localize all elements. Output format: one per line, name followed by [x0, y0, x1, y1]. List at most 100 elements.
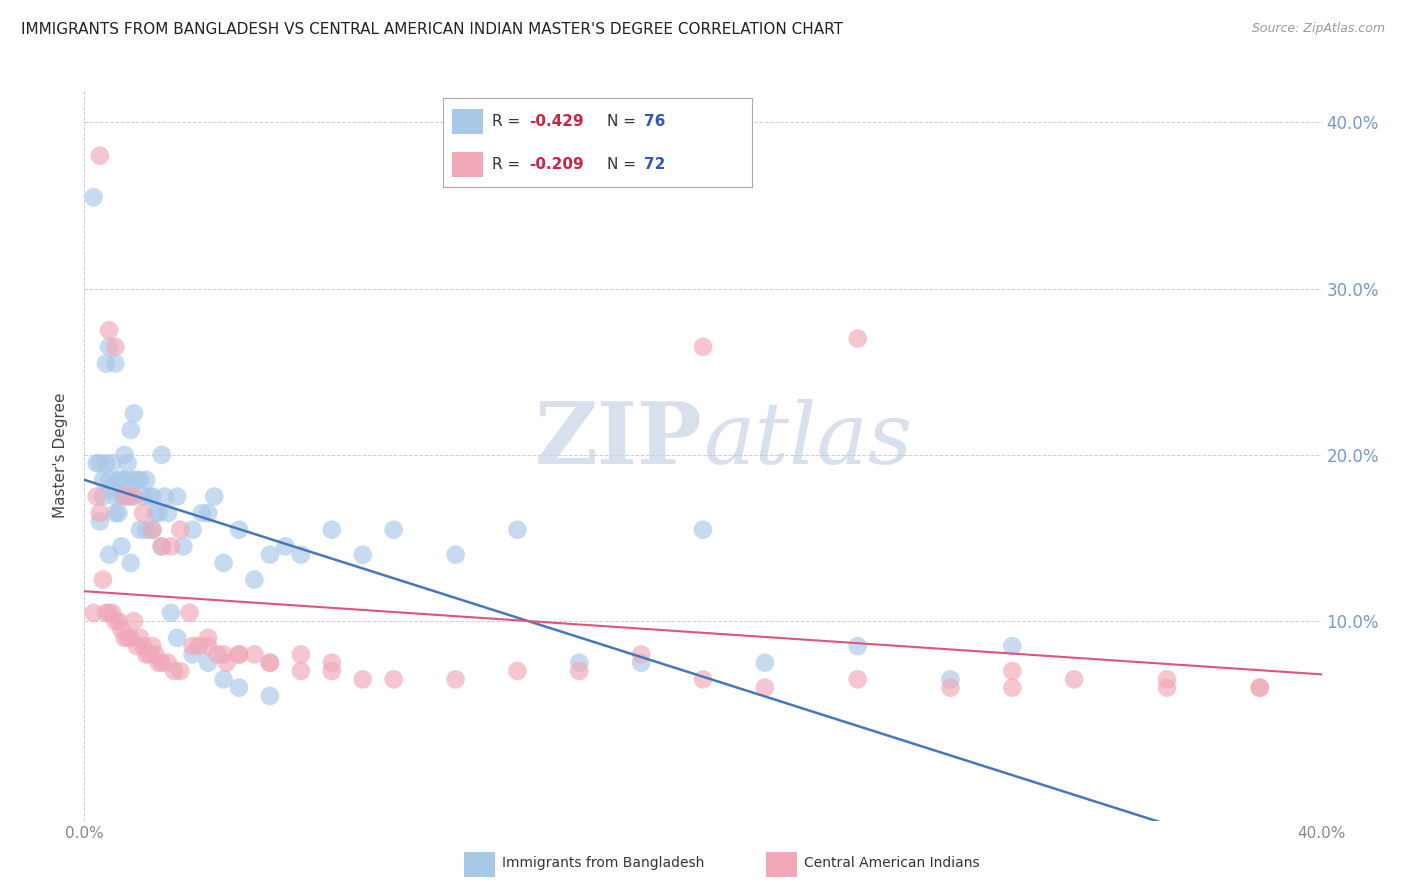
Point	[630, 648, 652, 662]
Point	[1156, 681, 1178, 695]
Point	[135, 523, 157, 537]
Text: R =: R =	[492, 114, 526, 128]
Point	[138, 648, 160, 662]
Point	[228, 681, 250, 695]
Point	[156, 506, 179, 520]
Point	[114, 473, 136, 487]
Point	[104, 506, 127, 520]
Point	[129, 631, 152, 645]
Point	[754, 681, 776, 695]
Point	[212, 556, 235, 570]
Point	[129, 473, 152, 487]
Point	[83, 606, 105, 620]
Point	[86, 490, 108, 504]
Point	[506, 523, 529, 537]
Point	[150, 539, 173, 553]
Point	[1001, 681, 1024, 695]
Point	[104, 614, 127, 628]
Point	[630, 656, 652, 670]
Point	[141, 490, 163, 504]
Point	[692, 523, 714, 537]
Point	[1249, 681, 1271, 695]
Point	[148, 506, 170, 520]
Point	[135, 648, 157, 662]
Point	[259, 548, 281, 562]
Point	[352, 673, 374, 687]
Point	[117, 456, 139, 470]
Point	[104, 490, 127, 504]
Text: 76: 76	[644, 114, 665, 128]
Bar	[453, 109, 484, 134]
Point	[107, 506, 129, 520]
Point	[166, 631, 188, 645]
Text: R =: R =	[492, 157, 526, 171]
Point	[98, 340, 121, 354]
Point	[169, 664, 191, 678]
Point	[125, 639, 148, 653]
Text: N =: N =	[607, 114, 641, 128]
Text: ZIP: ZIP	[536, 399, 703, 483]
Text: -0.209: -0.209	[530, 157, 583, 171]
Point	[98, 323, 121, 337]
Point	[187, 639, 209, 653]
Point	[228, 648, 250, 662]
Point	[382, 673, 405, 687]
Point	[98, 548, 121, 562]
Point	[212, 648, 235, 662]
Point	[110, 623, 132, 637]
Point	[91, 473, 114, 487]
Point	[125, 473, 148, 487]
Point	[101, 606, 124, 620]
Point	[215, 656, 238, 670]
Point	[141, 523, 163, 537]
Bar	[453, 152, 484, 177]
Point	[163, 664, 186, 678]
Point	[290, 664, 312, 678]
Point	[122, 614, 145, 628]
Point	[290, 648, 312, 662]
Point	[692, 673, 714, 687]
Point	[172, 539, 194, 553]
Point	[181, 648, 204, 662]
Point	[156, 656, 179, 670]
Point	[160, 539, 183, 553]
Point	[150, 448, 173, 462]
Point	[129, 523, 152, 537]
Point	[1001, 639, 1024, 653]
Point	[86, 456, 108, 470]
Point	[98, 606, 121, 620]
Text: Central American Indians: Central American Indians	[804, 856, 980, 871]
Point	[110, 539, 132, 553]
Point	[1001, 664, 1024, 678]
Point	[153, 490, 176, 504]
Point	[141, 523, 163, 537]
Point	[122, 473, 145, 487]
Point	[89, 456, 111, 470]
Point	[120, 423, 142, 437]
Point	[382, 523, 405, 537]
Point	[101, 456, 124, 470]
Point	[114, 490, 136, 504]
Point	[89, 506, 111, 520]
Point	[114, 448, 136, 462]
Point	[141, 639, 163, 653]
Point	[107, 473, 129, 487]
Point	[568, 656, 591, 670]
Point	[150, 539, 173, 553]
Point	[179, 606, 201, 620]
Point	[692, 340, 714, 354]
Text: -0.429: -0.429	[530, 114, 583, 128]
Point	[846, 332, 869, 346]
Point	[1063, 673, 1085, 687]
Point	[148, 656, 170, 670]
Point	[197, 506, 219, 520]
Point	[352, 548, 374, 562]
Point	[107, 614, 129, 628]
Point	[197, 656, 219, 670]
Point	[122, 406, 145, 420]
Text: IMMIGRANTS FROM BANGLADESH VS CENTRAL AMERICAN INDIAN MASTER'S DEGREE CORRELATIO: IMMIGRANTS FROM BANGLADESH VS CENTRAL AM…	[21, 22, 844, 37]
Point	[259, 689, 281, 703]
Point	[321, 523, 343, 537]
Point	[83, 190, 105, 204]
Text: Source: ZipAtlas.com: Source: ZipAtlas.com	[1251, 22, 1385, 36]
